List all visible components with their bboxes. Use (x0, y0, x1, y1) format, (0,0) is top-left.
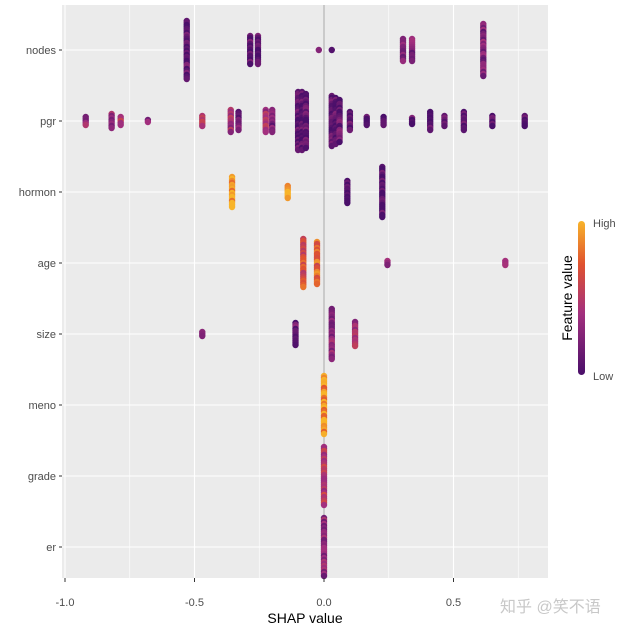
x-tick-label: -1.0 (56, 597, 75, 609)
x-axis-title: SHAP value (267, 610, 342, 626)
shap-point-pgr (363, 121, 370, 129)
watermark: 知乎 @笑不语 (500, 598, 601, 616)
shap-point-hormon (284, 194, 291, 202)
shap-point-pgr (460, 126, 468, 134)
shap-point-nodes (183, 75, 190, 83)
shap-point-age (300, 283, 307, 291)
shap-point-nodes (315, 46, 323, 54)
legend-colorbar (578, 221, 585, 375)
y-tick-label-age: age (38, 258, 56, 270)
shap-point-size (199, 332, 206, 340)
shap-point-er (320, 572, 328, 580)
shap-point-nodes (328, 46, 335, 54)
shap-point-size (292, 341, 299, 349)
shap-point-pgr (262, 128, 269, 136)
shap-point-pgr (82, 121, 89, 129)
shap-point-pgr (108, 124, 115, 132)
shap-point-pgr (336, 138, 343, 146)
shap-point-pgr (235, 126, 242, 134)
shap-point-size (351, 342, 359, 350)
shap-point-pgr (408, 120, 416, 128)
y-tick-label-nodes: nodes (26, 45, 56, 57)
shap-point-pgr (346, 126, 354, 134)
shap-point-age (502, 261, 509, 269)
y-tick-label-pgr: pgr (40, 116, 56, 128)
legend: High Low Feature value (559, 218, 616, 383)
shap-point-pgr (117, 121, 124, 129)
shap-point-pgr (521, 122, 528, 130)
shap-point-hormon (228, 203, 236, 211)
legend-title: Feature value (559, 255, 575, 341)
shap-point-grade (320, 501, 328, 509)
shap-point-size (328, 355, 335, 363)
shap-point-nodes (408, 57, 416, 65)
shap-point-pgr (489, 122, 496, 130)
legend-low-label: Low (593, 371, 613, 383)
shap-point-pgr (269, 128, 276, 136)
shap-point-nodes (254, 60, 262, 68)
shap-point-pgr (199, 122, 206, 130)
y-tick-label-hormon: hormon (19, 187, 56, 199)
shap-point-nodes (480, 72, 487, 80)
shap-point-pgr (227, 128, 234, 136)
shap-point-pgr (441, 122, 448, 130)
shap-point-nodes (246, 60, 254, 68)
shap-point-age (384, 261, 391, 269)
shap-point-pgr (144, 118, 152, 126)
y-tick-label-size: size (36, 329, 56, 341)
x-tick-label: 0.0 (316, 597, 331, 609)
shap-point-hormon (379, 213, 386, 221)
x-tick-label: 0.5 (446, 597, 461, 609)
x-tick-label: -0.5 (185, 597, 204, 609)
shap-point-pgr (380, 121, 387, 129)
shap-point-pgr (426, 126, 434, 134)
y-tick-label-grade: grade (28, 471, 56, 483)
shap-point-meno (320, 430, 328, 438)
shap-point-pgr (302, 144, 310, 152)
y-tick-label-er: er (46, 542, 56, 554)
y-tick-label-meno: meno (28, 400, 56, 412)
legend-high-label: High (593, 218, 616, 230)
shap-point-hormon (344, 199, 351, 207)
shap-point-nodes (399, 57, 407, 65)
shap-point-age (313, 280, 321, 288)
